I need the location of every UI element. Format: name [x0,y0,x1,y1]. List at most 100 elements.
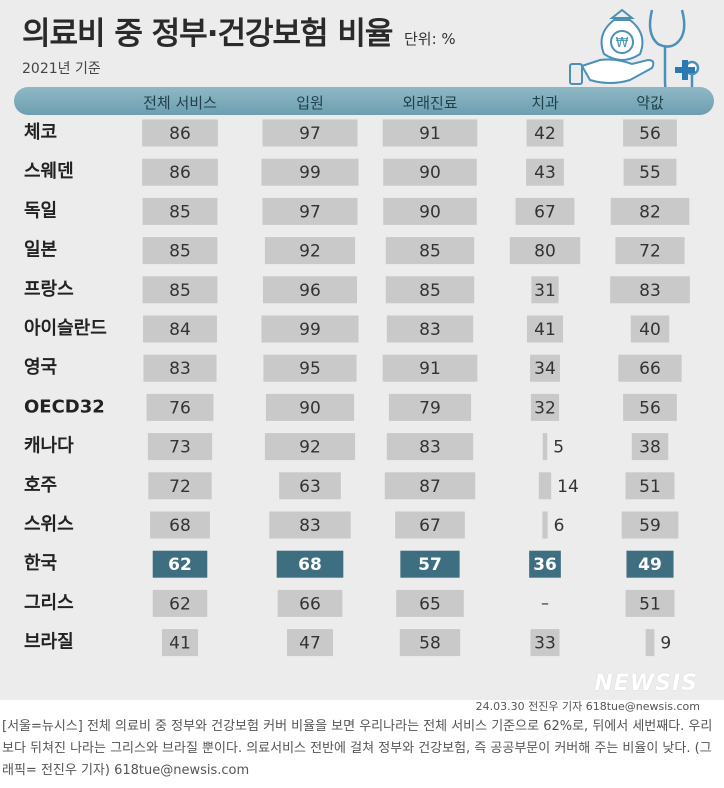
data-label: 72 [169,477,191,497]
bar [148,472,212,500]
data-label: 79 [419,398,441,418]
bar [626,550,674,578]
bar [395,511,465,539]
data-label: 90 [419,202,441,222]
data-label: 62 [168,555,192,575]
bar [142,237,218,265]
bar [610,197,690,225]
row-label: 체코 [24,122,57,143]
bar [152,589,208,617]
missing-value-label: – [541,593,549,612]
healthcare-illustration: ₩ [560,4,700,104]
data-label: 92 [299,438,321,458]
bar [152,550,208,578]
column-header-bar [14,87,714,115]
data-label: 43 [534,163,556,183]
bar [261,315,359,343]
bar [509,237,581,265]
data-label: 92 [299,242,321,262]
newsis-logo: NEWSIS [594,671,698,696]
data-label: 51 [639,477,661,497]
bar [383,197,477,225]
column-header: 치과 [531,94,559,112]
data-label: 85 [419,281,441,301]
money-bag-icon: ₩ [600,8,644,61]
bar [625,589,675,617]
bar [621,511,679,539]
bar [542,433,548,461]
data-label: 65 [419,594,441,614]
bar [382,119,478,147]
svg-text:₩: ₩ [616,36,629,51]
data-label: 62 [169,594,191,614]
data-label: 86 [169,163,191,183]
bar [531,276,559,304]
bar [147,433,213,461]
data-label: 42 [534,124,556,144]
data-label: 91 [419,124,441,144]
bar [142,119,218,147]
bar [610,276,690,304]
bar [396,589,464,617]
data-label: 36 [533,555,557,575]
bar [143,315,217,343]
bar [386,433,474,461]
bar [264,237,356,265]
row-label: 아이슬란드 [24,318,107,339]
data-label: 87 [419,477,441,497]
bar [400,550,460,578]
data-label: 83 [419,438,441,458]
data-label: 85 [169,281,191,301]
data-label: 97 [299,202,321,222]
data-label: 67 [534,202,556,222]
unit-label: 단위: % [404,30,456,48]
row-label: 스위스 [24,514,74,535]
bar [526,158,564,186]
bar [383,158,477,186]
data-label: 85 [169,242,191,262]
data-label: 49 [638,555,662,575]
data-label: 83 [169,359,191,379]
bar [645,629,655,657]
bar [142,158,218,186]
bar [630,315,670,343]
chart-subtitle: 2021년 기준 [22,61,101,77]
bar [262,197,358,225]
credit-line: 24.03.30 전진우 기자 618tue@newsis.com [475,700,700,713]
data-label: 83 [299,516,321,536]
data-label: 91 [419,359,441,379]
data-label: 31 [534,281,556,301]
data-label: 86 [169,124,191,144]
data-label: 97 [299,124,321,144]
data-label: 38 [639,438,661,458]
bar [269,511,351,539]
data-label: 51 [639,594,661,614]
bar [623,393,677,421]
bar [263,354,357,382]
bar [530,393,560,421]
chart-title: 의료비 중 정부·건강보험 비율 [22,16,393,52]
bar [526,315,564,343]
data-label: 84 [169,320,191,340]
bar [530,629,560,657]
row-label: 캐나다 [24,436,74,457]
bar [623,158,677,186]
row-label: 그리스 [24,592,74,613]
data-label: 32 [534,398,556,418]
bar [279,472,341,500]
row-label: 독일 [24,200,57,221]
data-label: 99 [299,320,321,340]
bar [143,354,217,382]
data-label: 66 [299,594,321,614]
data-label: 83 [639,281,661,301]
bar [150,511,210,539]
bar [625,472,675,500]
data-label: 55 [639,163,661,183]
bar [385,237,475,265]
data-label: 76 [169,398,191,418]
bar [618,354,682,382]
medical-cross-icon [675,60,695,80]
row-label: 브라질 [24,632,74,653]
bar [161,629,199,657]
